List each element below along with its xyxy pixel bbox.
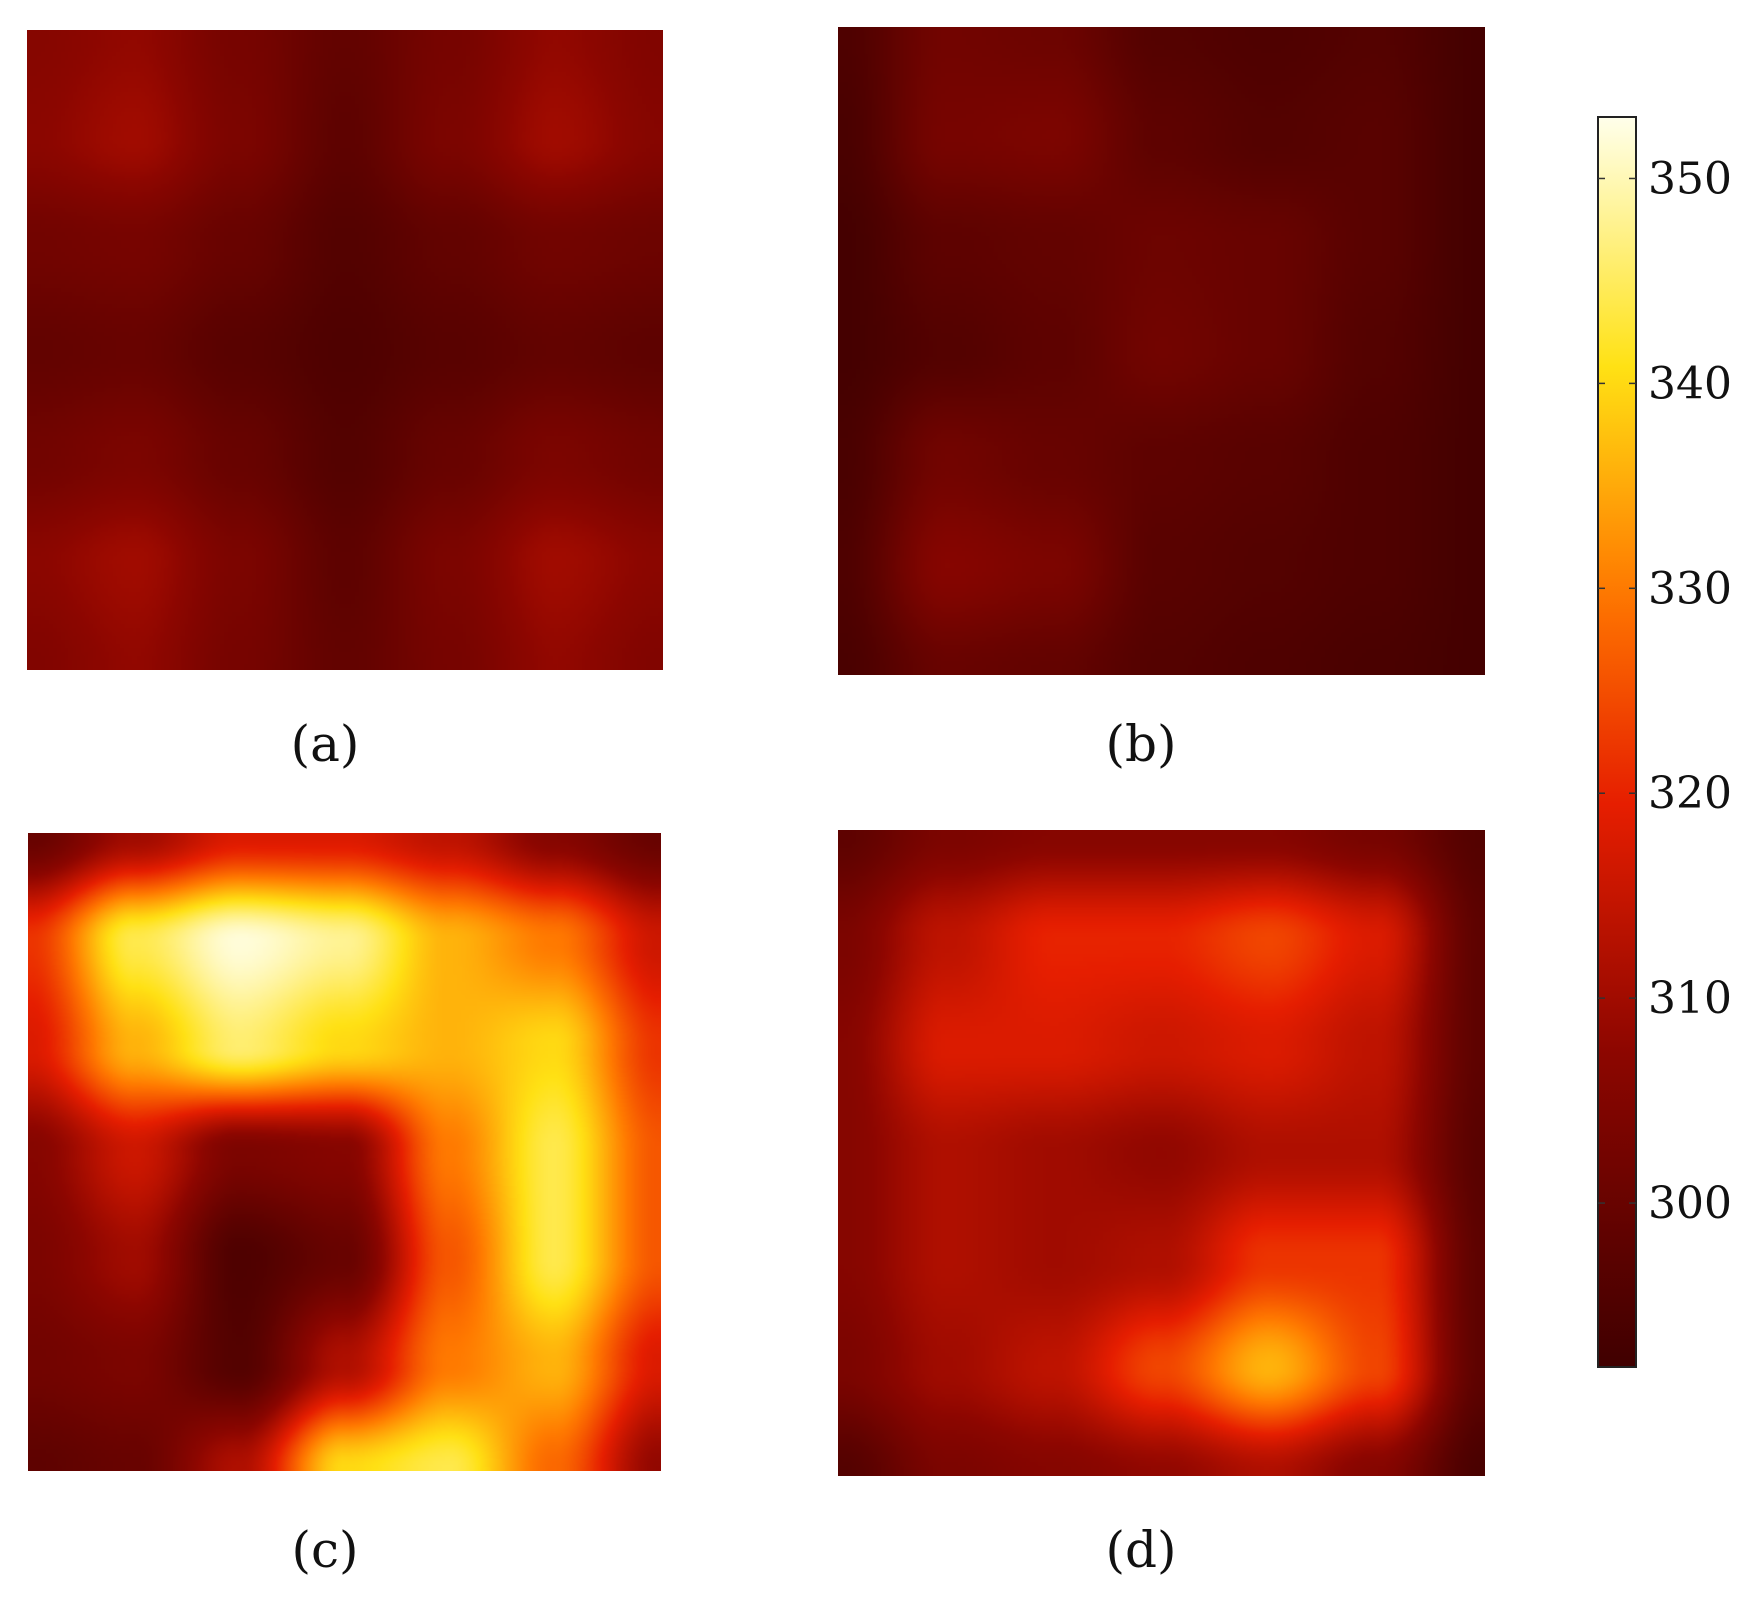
heatmap-panel-d	[838, 830, 1485, 1476]
colorbar-tick-label: 320	[1648, 768, 1732, 819]
colorbar-ticks: 300 310 320 330 340 350	[1598, 153, 1732, 1229]
heatmap-d-image	[838, 830, 1485, 1476]
heatmap-c-image	[28, 833, 661, 1471]
colorbar-tick-label: 350	[1648, 153, 1732, 204]
colorbar-tick-label: 330	[1648, 563, 1732, 614]
panel-label-d: (d)	[1105, 1521, 1177, 1579]
colorbar-tick-label: 300	[1648, 1178, 1732, 1229]
colorbar-tick-label: 340	[1648, 358, 1732, 409]
colorbar: 300 310 320 330 340 350	[1596, 112, 1746, 1396]
heatmap-c-svg	[28, 833, 661, 1471]
colorbar-tick-label: 310	[1648, 973, 1732, 1024]
heatmap-b-svg	[838, 27, 1485, 675]
heatmap-d-svg	[838, 830, 1485, 1476]
colorbar-gradient	[1597, 116, 1637, 1368]
panel-label-b: (b)	[1105, 715, 1177, 773]
heatmap-a-svg	[27, 30, 663, 670]
heatmap-panel-c	[28, 833, 661, 1471]
heatmap-panel-b	[838, 27, 1485, 675]
panel-label-a: (a)	[290, 715, 360, 773]
heatmap-a-image	[27, 30, 663, 670]
heatmap-panel-a	[27, 30, 663, 670]
panel-label-c: (c)	[291, 1521, 359, 1579]
colorbar-svg: 300 310 320 330 340 350	[1597, 116, 1732, 1368]
heatmap-b-image	[838, 27, 1485, 675]
